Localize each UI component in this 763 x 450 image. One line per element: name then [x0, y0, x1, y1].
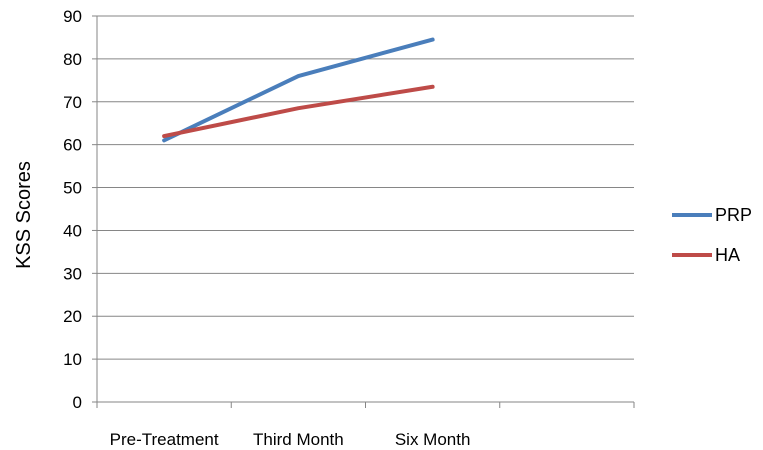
y-tick-label: 70 [63, 93, 82, 112]
x-tick-labels: Pre-Treatment Third Month Six Month [110, 430, 471, 449]
y-tick-labels: 0 10 20 30 40 50 60 70 80 90 [63, 7, 82, 412]
legend: PRP HA [672, 205, 752, 265]
y-axis-title: KSS Scores [13, 161, 35, 269]
y-tick-label: 40 [63, 221, 82, 240]
y-tick-label: 0 [73, 393, 82, 412]
legend-label: HA [715, 245, 740, 265]
x-tick-label: Pre-Treatment [110, 430, 219, 449]
series-line-ha [162, 84, 435, 139]
y-tick-label: 50 [63, 179, 82, 198]
legend-label: PRP [715, 205, 752, 225]
x-tick-label: Six Month [395, 430, 471, 449]
y-tick-label: 90 [63, 7, 82, 26]
y-tick-label: 80 [63, 50, 82, 69]
y-tick-label: 10 [63, 350, 82, 369]
y-tick-label: 60 [63, 136, 82, 155]
gridlines [97, 15, 634, 360]
y-tick-label: 30 [63, 264, 82, 283]
axes [92, 15, 635, 408]
series-lines [162, 37, 435, 143]
series-line-prp [162, 37, 435, 143]
y-tick-label: 20 [63, 307, 82, 326]
x-tick-label: Third Month [253, 430, 344, 449]
